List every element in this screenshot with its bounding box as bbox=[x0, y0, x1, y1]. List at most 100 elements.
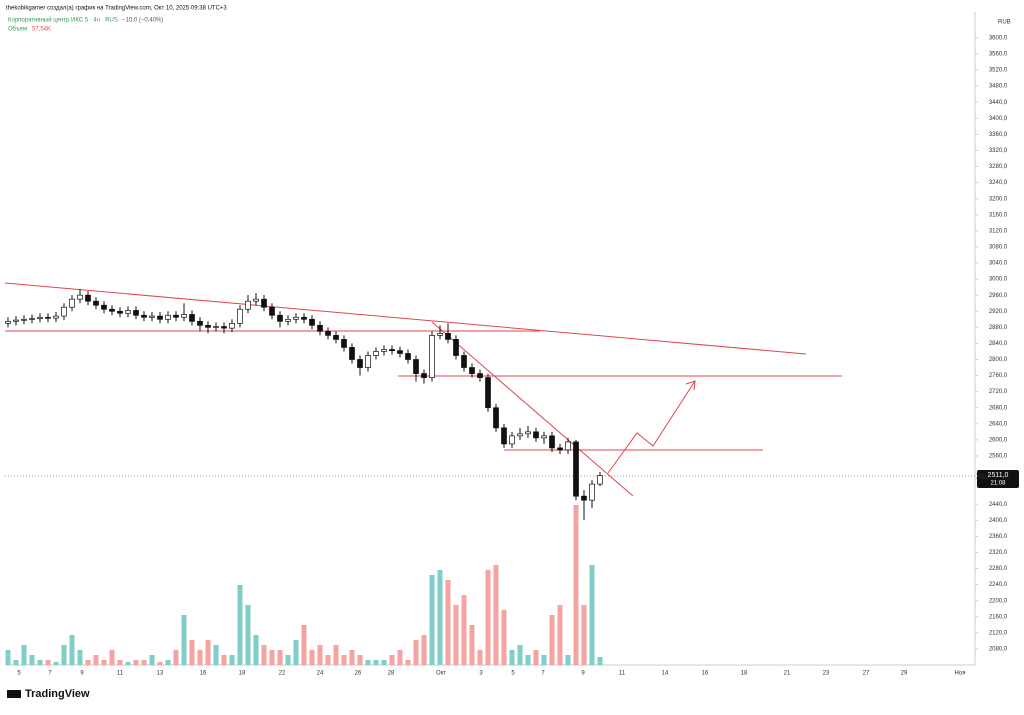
volume-bar bbox=[213, 645, 219, 665]
volume-bar bbox=[53, 661, 59, 665]
x-tick-label: 9 bbox=[80, 671, 84, 677]
currency: RUB bbox=[998, 20, 1011, 26]
volume-bar bbox=[405, 660, 411, 665]
volume-bar bbox=[13, 660, 19, 665]
volume-bar bbox=[221, 655, 227, 665]
candle-body bbox=[437, 333, 443, 336]
volume-bar bbox=[309, 650, 315, 665]
candle-body bbox=[461, 355, 467, 368]
candle-body bbox=[197, 320, 203, 326]
volume-bar bbox=[93, 655, 99, 665]
y-tick-label: 2840,0 bbox=[989, 341, 1008, 347]
logo bbox=[7, 690, 21, 698]
candle-body bbox=[173, 314, 179, 318]
volume-bar bbox=[37, 660, 43, 665]
candle-body bbox=[213, 326, 219, 328]
volume-bar bbox=[29, 655, 35, 665]
forecast-arrow bbox=[607, 380, 696, 474]
x-tick-label: 16 bbox=[702, 671, 709, 677]
volume-bar bbox=[445, 580, 451, 665]
candle-body bbox=[157, 315, 163, 320]
volume-bar bbox=[165, 660, 171, 665]
volume-bar bbox=[5, 650, 11, 665]
y-tick-label: 3120,0 bbox=[989, 228, 1008, 234]
candle-body bbox=[581, 495, 587, 501]
y-tick-label: 3360,0 bbox=[989, 132, 1008, 138]
candle-body bbox=[117, 310, 123, 314]
y-tick-label: 3600,0 bbox=[989, 35, 1008, 41]
x-tick-label: 11 bbox=[117, 671, 124, 677]
candle-body bbox=[445, 333, 451, 340]
candle-body bbox=[405, 353, 411, 360]
y-tick-label: 2760,0 bbox=[989, 373, 1008, 379]
volume-bar bbox=[149, 655, 155, 665]
y-tick-label: 3320,0 bbox=[989, 148, 1008, 154]
candle-body bbox=[381, 349, 387, 352]
volume-bar bbox=[477, 650, 483, 665]
volume-bar bbox=[109, 650, 115, 665]
candle-body bbox=[293, 316, 299, 320]
candle-body bbox=[69, 298, 75, 308]
volume-bar bbox=[557, 605, 563, 665]
volume-bar bbox=[413, 640, 419, 665]
y-tick-label: 2400,0 bbox=[989, 518, 1008, 524]
candle-body bbox=[477, 373, 483, 378]
candle-body bbox=[141, 314, 147, 318]
volume-bar bbox=[349, 650, 355, 665]
candle-body bbox=[413, 359, 419, 374]
volume-bar bbox=[541, 655, 547, 665]
candle-body bbox=[317, 324, 323, 332]
volume-bar bbox=[509, 650, 515, 665]
volume-bar bbox=[245, 605, 251, 665]
trend-line bbox=[431, 321, 634, 497]
y-tick-label: 2080,0 bbox=[989, 646, 1008, 652]
scale-tag: XS bbox=[976, 475, 984, 481]
x-tick-label: 13 bbox=[157, 671, 164, 677]
candle-body bbox=[429, 335, 435, 378]
candle-body bbox=[277, 314, 283, 322]
candle-body bbox=[21, 318, 27, 321]
x-tick-label: 3 bbox=[479, 671, 483, 677]
x-tick-label: 24 bbox=[317, 671, 324, 677]
volume-bar bbox=[229, 655, 235, 665]
candle-body bbox=[517, 433, 523, 437]
volume-bar bbox=[501, 610, 507, 665]
candle-body bbox=[85, 294, 91, 302]
candle-body bbox=[421, 373, 427, 378]
candle-body bbox=[53, 315, 59, 319]
volume-bar bbox=[493, 565, 499, 665]
y-tick-label: 3080,0 bbox=[989, 245, 1008, 251]
candle-body bbox=[341, 339, 347, 348]
volume-bar bbox=[485, 570, 491, 665]
candle-body bbox=[349, 347, 355, 360]
y-tick-label: 3200,0 bbox=[989, 196, 1008, 202]
volume-bar bbox=[141, 660, 147, 665]
candle-body bbox=[245, 300, 251, 310]
y-tick-label: 2560,0 bbox=[989, 454, 1008, 460]
x-tick-label: Окт bbox=[436, 671, 446, 677]
x-tick-label: 18 bbox=[741, 671, 748, 677]
volume-bar bbox=[181, 615, 187, 665]
candle-body bbox=[453, 339, 459, 356]
y-tick-label: 2720,0 bbox=[989, 389, 1008, 395]
candle-body bbox=[485, 377, 491, 409]
volume-bar bbox=[325, 655, 331, 665]
volume-bar bbox=[453, 605, 459, 665]
candle-body bbox=[261, 298, 267, 308]
candle-body bbox=[373, 351, 379, 356]
candle-body bbox=[309, 318, 315, 326]
y-tick-label: 2960,0 bbox=[989, 293, 1008, 299]
candle-body bbox=[29, 318, 35, 320]
candle-body bbox=[541, 435, 547, 439]
price-tag bbox=[977, 470, 1019, 488]
y-tick-label: 2200,0 bbox=[989, 598, 1008, 604]
candle-body bbox=[93, 300, 99, 306]
volume-bar bbox=[565, 655, 571, 665]
volume-bar bbox=[421, 635, 427, 665]
volume-bar bbox=[389, 655, 395, 665]
volume-bar bbox=[69, 635, 75, 665]
candle-body bbox=[493, 407, 499, 429]
